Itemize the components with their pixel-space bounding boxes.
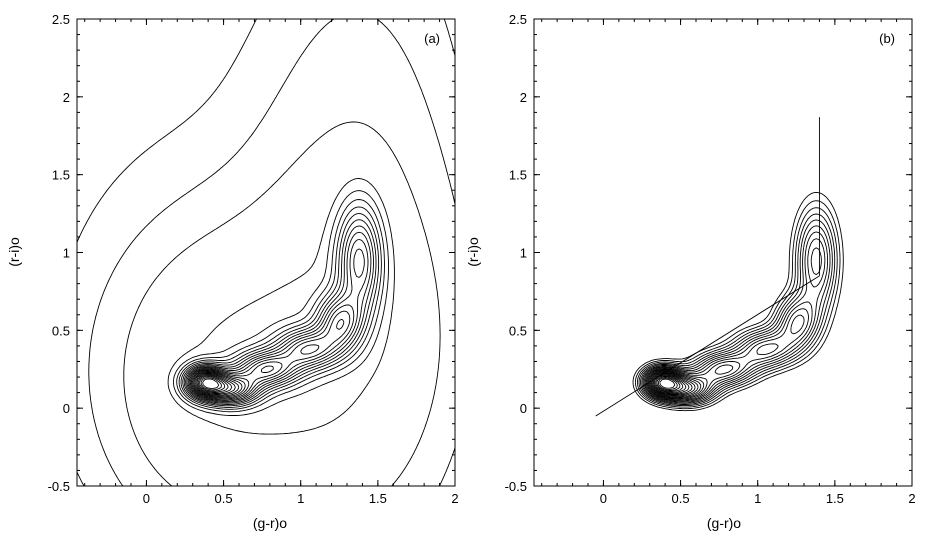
contour-level-12 xyxy=(647,370,705,399)
x-axis-label-a: (g-r)o xyxy=(253,515,287,531)
plot-frame-b xyxy=(533,18,913,487)
contour-level-8 xyxy=(643,238,826,402)
contours-panel-b xyxy=(632,191,844,412)
contour-level-13 xyxy=(187,248,365,402)
panel-label-b: (b) xyxy=(879,31,895,46)
contour-level-17 xyxy=(652,373,690,394)
contour-level-19 xyxy=(655,375,684,392)
contour-level-21 xyxy=(196,374,233,394)
contour-level-10 xyxy=(645,314,805,400)
contour-level-5 xyxy=(173,190,389,416)
y-tick-label: 1.5 xyxy=(509,168,527,183)
y-tick-label: -0.5 xyxy=(48,479,70,494)
contour-level-21 xyxy=(657,377,678,390)
y-tick-label: 0 xyxy=(520,401,527,416)
contour-level-2 xyxy=(88,19,455,486)
panel-a: 0 0.5 1 1.5 2 -0.5 0 0.5 1 1.5 2 2.5 (a) (g-r)o (r-… xyxy=(6,12,459,531)
contours-panel-a xyxy=(77,19,455,486)
panel-b: 0 0.5 1 1.5 2 -0.5 0 0.5 1 1.5 2 2.5 (b) (g-r)o (r-… xyxy=(465,12,916,531)
contour-level-4 xyxy=(638,213,836,407)
contour-level-9 xyxy=(182,219,377,407)
contour-level-22 xyxy=(197,375,229,393)
contour-level-20 xyxy=(656,376,681,391)
y-tick-label: 0.5 xyxy=(509,323,527,338)
y-tick-label: 2 xyxy=(520,90,527,105)
contour-level-24 xyxy=(200,377,222,391)
contour-level-23 xyxy=(199,376,226,392)
contour-level-2 xyxy=(634,200,841,410)
y-tick-label: 2 xyxy=(63,90,70,105)
contour-level-7 xyxy=(178,206,382,410)
contour-level-5 xyxy=(640,219,833,405)
contour-level-22 xyxy=(659,378,676,389)
reference-line-1 xyxy=(595,275,820,417)
panel-label-a: (a) xyxy=(424,31,440,46)
contour-level-6 xyxy=(641,225,831,404)
contour-level-25 xyxy=(202,378,220,389)
y-axis-label-a: (r-i)o xyxy=(6,237,22,267)
y-tick-label: 1 xyxy=(520,246,527,261)
contour-level-15 xyxy=(189,318,345,400)
contour-level-7 xyxy=(642,231,829,403)
contour-level-3 xyxy=(123,121,441,486)
x-tick-label: 0 xyxy=(600,491,607,506)
contour-level-16 xyxy=(651,373,693,395)
y-tick-label: 0 xyxy=(63,401,70,416)
y-tick-label: 1.5 xyxy=(52,168,70,183)
contour-level-4 xyxy=(167,178,395,435)
contour-level-3 xyxy=(636,207,838,408)
contour-level-14 xyxy=(649,371,699,397)
contour-level-11 xyxy=(185,231,372,404)
contour-level-12 xyxy=(186,238,369,403)
contour-level-20 xyxy=(195,373,236,395)
contour-level-6 xyxy=(176,199,385,413)
x-axis-label-b: (g-r)o xyxy=(707,515,741,531)
contour-level-19 xyxy=(194,372,240,396)
reference-lines-panel-b xyxy=(595,117,820,417)
contour-level-1 xyxy=(77,19,455,486)
ticks-panel-b: 0 0.5 1 1.5 2 -0.5 0 0.5 1 1.5 2 2.5 xyxy=(505,12,916,506)
x-tick-label: 2 xyxy=(451,491,458,506)
contour-level-11 xyxy=(646,364,734,399)
contour-level-8 xyxy=(180,213,380,408)
y-tick-label: 1 xyxy=(63,246,70,261)
x-tick-label: 1 xyxy=(754,491,761,506)
plot-frame-a xyxy=(76,18,456,487)
x-tick-label: 2 xyxy=(908,491,915,506)
y-tick-label: 2.5 xyxy=(509,12,527,27)
contour-level-1 xyxy=(632,191,844,412)
contour-level-14 xyxy=(188,310,351,401)
x-tick-label: 1.5 xyxy=(369,491,387,506)
contour-level-13 xyxy=(648,370,702,398)
contour-level-18 xyxy=(193,371,243,397)
x-tick-label: 1 xyxy=(297,491,304,506)
x-tick-label: 0.5 xyxy=(672,491,690,506)
y-tick-label: 2.5 xyxy=(52,12,70,27)
x-tick-label: 1.5 xyxy=(826,491,844,506)
y-tick-label: -0.5 xyxy=(505,479,527,494)
y-axis-label-b: (r-i)o xyxy=(465,237,481,267)
y-tick-label: 0.5 xyxy=(52,323,70,338)
x-tick-label: 0.5 xyxy=(215,491,233,506)
contour-level-16 xyxy=(190,365,274,399)
ticks-panel-a: 0 0.5 1 1.5 2 -0.5 0 0.5 1 1.5 2 2.5 xyxy=(48,12,459,506)
x-tick-label: 0 xyxy=(143,491,150,506)
contour-level-10 xyxy=(183,225,374,405)
contour-level-9 xyxy=(644,247,822,401)
contour-level-18 xyxy=(653,374,687,393)
contour-level-17 xyxy=(192,370,246,398)
